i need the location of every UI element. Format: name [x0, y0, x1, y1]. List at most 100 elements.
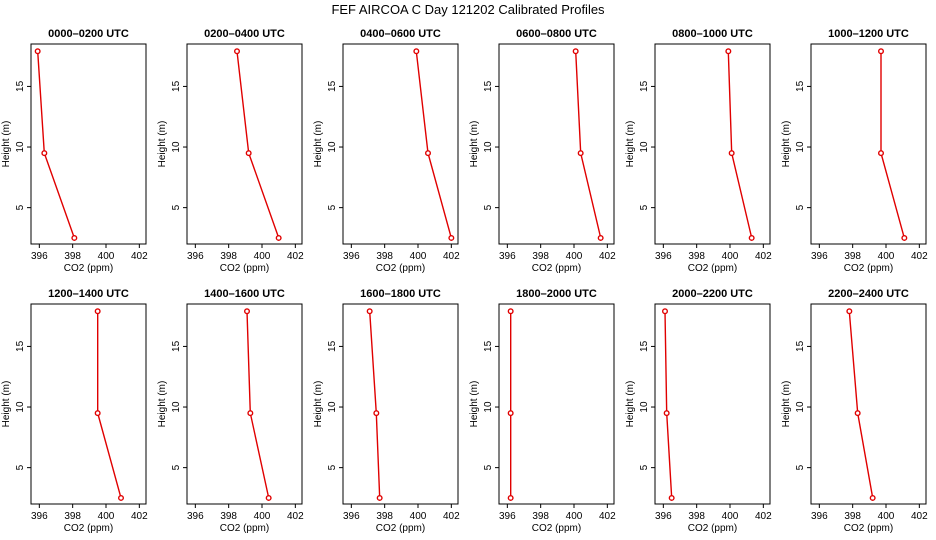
- panel-7: 1200–1400 UTC 396 398 400 402 5 10 15 CO2 (ppm) H…: [1, 288, 148, 534]
- panel-4-data-point: [577, 150, 584, 157]
- panel-6-data-point: [878, 150, 885, 157]
- panel-12-profile-line: [848, 311, 874, 499]
- panel-10-title: 1800–2000 UTC: [516, 288, 597, 300]
- panel-9-xtick-label: 402: [443, 511, 460, 522]
- panel-3-ylabel: Height (m): [313, 121, 324, 168]
- panel-9-xtick-label: 400: [410, 511, 427, 522]
- panel-2-xtick-label: 402: [287, 251, 304, 262]
- panel-5-ylabel: Height (m): [625, 121, 636, 168]
- panel-8-ytick-label: 5: [171, 464, 182, 470]
- panel-7-ytick-label: 15: [15, 340, 26, 352]
- panel-1-data-point: [34, 48, 41, 55]
- panel-1-ytick-label: 5: [15, 204, 26, 210]
- panel-2-ytick-label: 10: [171, 141, 182, 153]
- panel-1-profile-line: [37, 51, 75, 239]
- panel-7-title: 1200–1400 UTC: [48, 288, 129, 300]
- panel-7-ytick-label: 10: [15, 401, 26, 413]
- panel-grid: 0000–0200 UTC 396 398 400 402 5 10 15 CO2 (ppm) H…: [1, 28, 928, 534]
- panel-8-profile-line: [246, 311, 270, 499]
- panel-3-xtick-label: 398: [376, 251, 393, 262]
- panel-5-ytick-label: 10: [639, 141, 650, 153]
- panel-6-xtick-label: 398: [844, 251, 861, 262]
- panel-2-xlabel: CO2 (ppm): [220, 263, 269, 274]
- panel-1-ytick-label: 10: [15, 141, 26, 153]
- panel-11-title: 2000–2200 UTC: [672, 288, 753, 300]
- panel-4-xtick-label: 402: [599, 251, 616, 262]
- panel-10: 1800–2000 UTC 396 398 400 402 5 10 15 CO2 (ppm) H…: [469, 288, 616, 534]
- panel-3-frame: [342, 43, 459, 245]
- panel-3-profile-line: [415, 51, 452, 239]
- panel-7-profile-line: [96, 311, 122, 499]
- panel-2-ytick-label: 5: [171, 204, 182, 210]
- panel-5-profile-line: [727, 51, 753, 239]
- panel-9-ytick-label: 5: [327, 464, 338, 470]
- panel-3-data-point: [425, 150, 432, 157]
- panel-1-title: 0000–0200 UTC: [48, 28, 129, 40]
- panel-5-ytick-label: 15: [639, 80, 650, 92]
- panel-2-ytick-label: 15: [171, 80, 182, 92]
- panel-4: 0600–0800 UTC 396 398 400 402 5 10 15 CO2 (ppm) H…: [469, 28, 616, 274]
- panel-11: 2000–2200 UTC 396 398 400 402 5 10 15 CO2 (ppm) H…: [625, 288, 772, 534]
- panel-2-xtick-label: 396: [187, 251, 204, 262]
- panel-9-xlabel: CO2 (ppm): [376, 523, 425, 534]
- panel-11-data-point: [663, 410, 670, 417]
- panel-5: 0800–1000 UTC 396 398 400 402 5 10 15 CO2 (ppm) H…: [625, 28, 772, 274]
- panel-11-xtick-label: 400: [722, 511, 739, 522]
- panel-8-ylabel: Height (m): [157, 381, 168, 428]
- panel-7-data-point: [94, 410, 101, 417]
- panel-7-xtick-label: 402: [131, 511, 148, 522]
- panel-4-data-point: [572, 48, 579, 55]
- panel-5-frame: [654, 43, 771, 245]
- panel-11-xtick-label: 398: [688, 511, 705, 522]
- panel-10-data-point: [507, 494, 514, 501]
- panel-3-xtick-label: 402: [443, 251, 460, 262]
- panel-6-data-point: [878, 48, 885, 55]
- panel-9-title: 1600–1800 UTC: [360, 288, 441, 300]
- panel-8-xtick-label: 402: [287, 511, 304, 522]
- panel-12-data-point: [869, 494, 876, 501]
- panel-12-ytick-label: 15: [795, 340, 806, 352]
- panel-12-xtick-label: 398: [844, 511, 861, 522]
- panel-11-ylabel: Height (m): [625, 381, 636, 428]
- panel-3-ytick-label: 5: [327, 204, 338, 210]
- panel-6-ytick-label: 15: [795, 80, 806, 92]
- panel-7-ylabel: Height (m): [1, 381, 12, 428]
- panel-10-ytick-label: 15: [483, 340, 494, 352]
- panel-8-ytick-label: 10: [171, 401, 182, 413]
- panel-8-ytick-label: 15: [171, 340, 182, 352]
- panel-12-xtick-label: 396: [811, 511, 828, 522]
- panel-3-data-point: [448, 234, 455, 241]
- panel-7-xtick-label: 400: [98, 511, 115, 522]
- panel-11-xtick-label: 396: [655, 511, 672, 522]
- panel-4-ytick-label: 5: [483, 204, 494, 210]
- panel-1-xtick-label: 396: [31, 251, 48, 262]
- panel-7-ytick-label: 5: [15, 464, 26, 470]
- panel-6-ylabel: Height (m): [781, 121, 792, 168]
- panel-12-ytick-label: 10: [795, 401, 806, 413]
- panel-8-data-point: [265, 494, 272, 501]
- panel-3-xtick-label: 396: [343, 251, 360, 262]
- panel-3-ytick-label: 10: [327, 141, 338, 153]
- panel-8: 1400–1600 UTC 396 398 400 402 5 10 15 CO2 (ppm) H…: [157, 288, 304, 534]
- panel-6-frame: [810, 43, 927, 245]
- panel-11-data-point: [668, 494, 675, 501]
- panel-4-profile-line: [575, 51, 602, 239]
- panel-12-ylabel: Height (m): [781, 381, 792, 428]
- panel-5-xtick-label: 402: [755, 251, 772, 262]
- panel-9-xtick-label: 398: [376, 511, 393, 522]
- panel-2: 0200–0400 UTC 396 398 400 402 5 10 15 CO2 (ppm) H…: [157, 28, 304, 274]
- panel-11-data-point: [662, 308, 669, 315]
- panel-1: 0000–0200 UTC 396 398 400 402 5 10 15 CO2 (ppm) H…: [1, 28, 148, 274]
- panel-1-xtick-label: 400: [98, 251, 115, 262]
- panel-10-frame: [498, 303, 615, 505]
- panel-6-xlabel: CO2 (ppm): [844, 263, 893, 274]
- panel-6-ytick-label: 5: [795, 204, 806, 210]
- panel-9-xtick-label: 396: [343, 511, 360, 522]
- panel-1-data-point: [41, 150, 48, 157]
- panel-4-xtick-label: 400: [566, 251, 583, 262]
- panel-12-frame: [810, 303, 927, 505]
- panel-8-xtick-label: 398: [220, 511, 237, 522]
- panel-7-frame: [30, 303, 147, 505]
- panel-2-profile-line: [236, 51, 280, 239]
- panel-4-xtick-label: 396: [499, 251, 516, 262]
